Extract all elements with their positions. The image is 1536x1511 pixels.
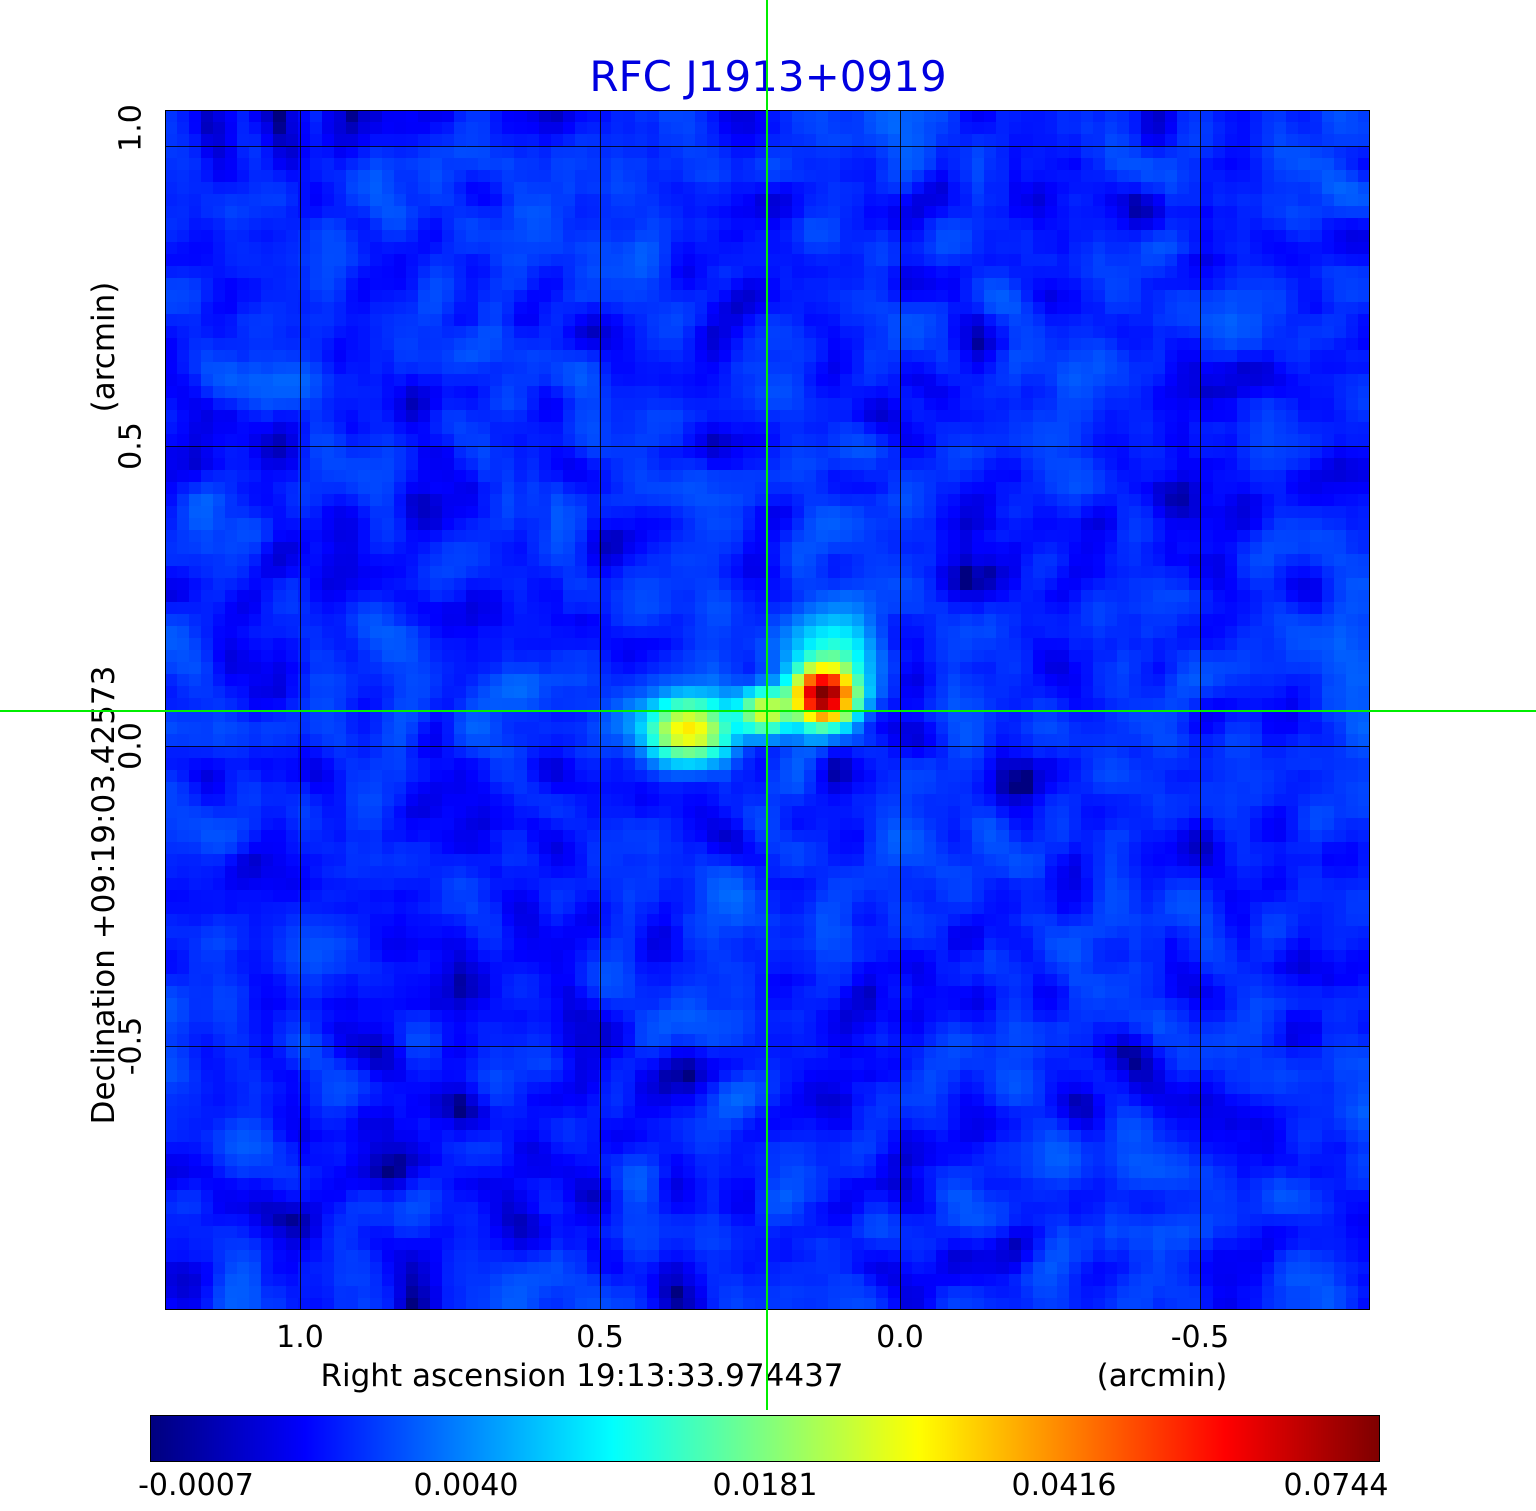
colorbar-tick-label: 0.0181 bbox=[712, 1468, 818, 1503]
colorbar-tick-label: -0.0007 bbox=[138, 1468, 254, 1503]
x-tick-label: 1.0 bbox=[276, 1320, 324, 1355]
y-axis-label: Declination +09:19:03.42573 bbox=[86, 665, 122, 1125]
x-axis-unit-label: (arcmin) bbox=[1096, 1358, 1228, 1394]
page-title: RFC J1913+0919 bbox=[589, 52, 947, 101]
x-tick-label: 0.0 bbox=[876, 1320, 924, 1355]
x-axis-label: Right ascension 19:13:33.974437 bbox=[320, 1358, 844, 1394]
crosshair-horizontal-line bbox=[0, 710, 1536, 713]
x-tick-label: -0.5 bbox=[1170, 1320, 1230, 1355]
colorbar-canvas bbox=[150, 1415, 1380, 1462]
x-tick-label: 0.5 bbox=[576, 1320, 624, 1355]
colorbar-tick-label: 0.0744 bbox=[1283, 1468, 1389, 1503]
colorbar-tick-label: 0.0416 bbox=[1011, 1468, 1117, 1503]
y-axis-unit-label: (arcmin) bbox=[86, 281, 122, 413]
y-tick-label: 1.0 bbox=[113, 104, 149, 152]
crosshair-vertical-line bbox=[765, 0, 768, 1410]
colorbar-tick-label: 0.0040 bbox=[413, 1468, 519, 1503]
y-tick-label: 0.5 bbox=[113, 422, 149, 470]
